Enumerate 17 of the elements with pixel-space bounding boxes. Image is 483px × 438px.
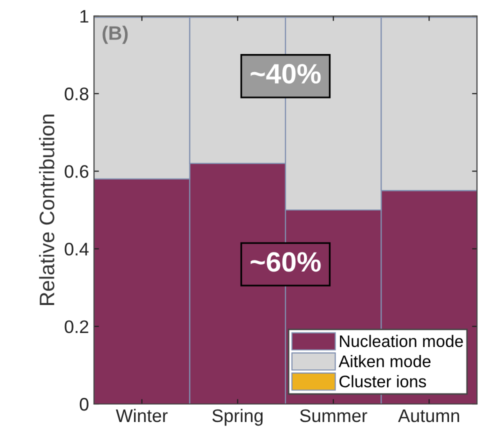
x-tick-label: Autumn [398,410,460,422]
y-tick-label: 0.2 [64,320,88,334]
y-axis-title: Relative Contribution [39,114,54,305]
annotation: ~60% [250,252,321,272]
annotation: ~40% [250,64,321,84]
legend-label: Aitken mode [338,355,431,368]
x-tick-label: Summer [300,409,368,422]
x-tick-label: Winter [116,408,168,422]
y-tick-label: 1 [80,10,88,23]
legend-label: Nucleation mode [340,334,463,348]
y-tick-label: 0 [80,398,88,411]
x-tick-label: Spring [212,408,263,426]
y-tick-label: 0.6 [64,165,88,178]
y-tick-label: 0.8 [64,88,88,100]
y-tick-label: 0.4 [64,242,89,256]
legend-label: Cluster ions [339,375,426,388]
annotation: (B) [102,26,128,44]
